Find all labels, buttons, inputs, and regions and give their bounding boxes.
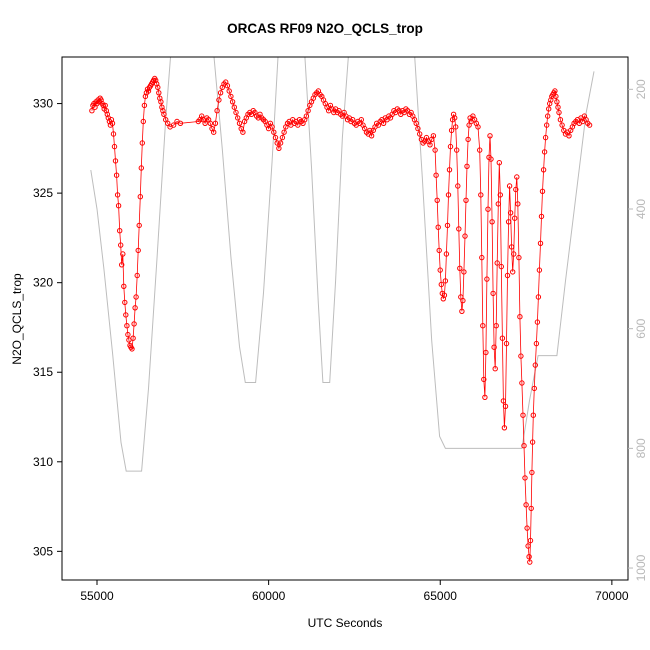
x-tick-label: 55000 <box>80 589 114 603</box>
y-tick-label-right: 800 <box>634 438 648 458</box>
y-tick-label-left: 310 <box>33 455 53 469</box>
y-tick-label-left: 305 <box>33 544 53 558</box>
x-tick-label: 65000 <box>424 589 458 603</box>
y-tick-label-left: 315 <box>33 365 53 379</box>
y-axis-left: 305 310 315 320 325 330 <box>33 97 62 558</box>
y-tick-label-right: 200 <box>634 79 648 99</box>
series-N2O_QCLS_trop <box>89 75 593 565</box>
chart-title: ORCAS RF09 N2O_QCLS_trop <box>227 21 423 36</box>
series-pressure-altitude-trace <box>90 57 595 472</box>
x-axis: 55000 60000 65000 70000 <box>80 580 629 603</box>
x-axis-label: UTC Seconds <box>307 616 383 630</box>
plot-border <box>61 56 629 581</box>
y-tick-label-left: 330 <box>33 97 53 111</box>
y-tick-label-right: 600 <box>634 318 648 338</box>
y-axis-right: 200 400 600 800 1000 <box>628 79 648 581</box>
x-tick-label: 70000 <box>595 589 629 603</box>
x-tick-label: 60000 <box>252 589 286 603</box>
y-tick-label-left: 320 <box>33 276 53 290</box>
y-tick-label-left: 325 <box>33 186 53 200</box>
y-tick-label-right: 400 <box>634 199 648 219</box>
y-tick-label-right: 1000 <box>634 554 648 581</box>
